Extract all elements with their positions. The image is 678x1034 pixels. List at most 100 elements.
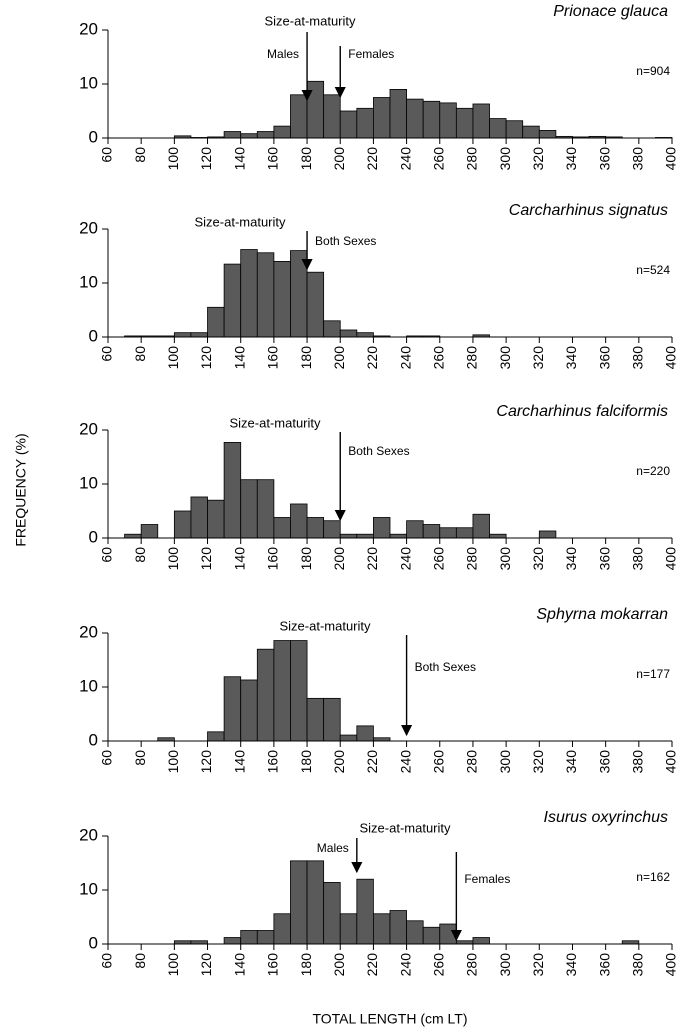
bar (323, 697, 341, 742)
x-tick-label: 120 (198, 547, 214, 571)
panel-title: Sphyrna mokarran (536, 606, 668, 623)
x-tick-label: 340 (563, 147, 579, 171)
x-tick-label: 240 (397, 750, 413, 774)
bar (439, 527, 457, 539)
bar (406, 520, 424, 539)
x-tick-label: 200 (331, 953, 347, 977)
bar (190, 332, 208, 338)
arrow-label: Females (348, 47, 394, 61)
x-tick-label: 300 (497, 547, 513, 571)
panel-title: Carcharhinus falciformis (496, 403, 668, 420)
bar (323, 94, 341, 139)
bar (290, 94, 308, 139)
bar (356, 533, 374, 539)
bar (240, 133, 258, 139)
x-tick-label: 100 (165, 346, 181, 370)
bar (173, 332, 192, 338)
x-tick-label: 280 (464, 547, 480, 571)
y-axis-label: FREQUENCY (%) (13, 433, 29, 546)
arrow-label: Females (464, 872, 510, 886)
bar (273, 913, 291, 945)
x-tick-label: 340 (563, 547, 579, 571)
x-tick-label: 320 (530, 750, 546, 774)
bar (273, 125, 291, 139)
y-tick-label: 20 (79, 622, 98, 641)
x-axis-label: TOTAL LENGTH (cm LT) (312, 1011, 467, 1027)
bar (439, 923, 457, 945)
x-tick-label: 380 (630, 147, 646, 171)
x-tick-label: 80 (132, 147, 148, 163)
x-tick-label: 160 (265, 147, 281, 171)
x-tick-label: 80 (132, 346, 148, 362)
x-tick-label: 400 (663, 750, 678, 774)
n-label: n=220 (636, 464, 670, 478)
n-label: n=177 (636, 667, 670, 681)
x-tick-label: 80 (132, 547, 148, 563)
annotation: Size-at-maturity (279, 618, 371, 633)
bar (455, 527, 474, 539)
x-tick-label: 100 (165, 750, 181, 774)
bar (240, 479, 258, 539)
bar (290, 860, 308, 945)
x-tick-label: 320 (530, 953, 546, 977)
x-tick-label: 80 (132, 750, 148, 766)
x-tick-label: 320 (530, 147, 546, 171)
annotation: Size-at-maturity (359, 820, 451, 835)
x-tick-label: 400 (663, 147, 678, 171)
x-tick-label: 160 (265, 750, 281, 774)
bar (256, 479, 275, 539)
bar (223, 131, 242, 139)
bar (273, 260, 291, 338)
x-tick-label: 60 (99, 547, 115, 563)
annotation: Size-at-maturity (264, 13, 356, 28)
bar (339, 110, 358, 139)
bar (339, 913, 358, 945)
x-tick-label: 140 (231, 750, 247, 774)
bar (489, 118, 507, 139)
bar (256, 930, 275, 945)
x-tick-label: 340 (563, 953, 579, 977)
x-tick-label: 60 (99, 147, 115, 163)
x-tick-label: 320 (530, 346, 546, 370)
bar (389, 910, 407, 945)
bar (223, 937, 242, 945)
x-tick-label: 160 (265, 346, 281, 370)
x-tick-label: 240 (397, 147, 413, 171)
bar (389, 89, 407, 139)
bar (422, 524, 441, 539)
bar (339, 329, 358, 338)
x-tick-label: 220 (364, 750, 380, 774)
x-tick-label: 220 (364, 147, 380, 171)
annotation: Size-at-maturity (229, 415, 321, 430)
x-tick-label: 360 (596, 147, 612, 171)
x-tick-label: 140 (231, 953, 247, 977)
y-tick-label: 10 (79, 676, 98, 695)
arrow-label: Males (317, 841, 349, 855)
x-tick-label: 260 (430, 547, 446, 571)
y-tick-label: 20 (79, 419, 98, 438)
bar (207, 306, 225, 338)
y-tick-label: 10 (79, 473, 98, 492)
x-tick-label: 60 (99, 953, 115, 969)
bar (522, 125, 540, 139)
x-tick-label: 140 (231, 147, 247, 171)
y-tick-label: 20 (79, 19, 98, 38)
bar (538, 130, 557, 139)
x-tick-label: 400 (663, 346, 678, 370)
bar (290, 250, 308, 338)
x-tick-label: 360 (596, 750, 612, 774)
x-tick-label: 240 (397, 547, 413, 571)
bar (140, 524, 159, 539)
x-tick-label: 360 (596, 346, 612, 370)
x-tick-label: 380 (630, 953, 646, 977)
bar (223, 442, 242, 539)
bar (422, 926, 441, 945)
bar (240, 930, 258, 945)
x-tick-label: 300 (497, 953, 513, 977)
bar (124, 533, 142, 539)
x-tick-label: 180 (298, 547, 314, 571)
x-tick-label: 220 (364, 346, 380, 370)
x-tick-label: 320 (530, 547, 546, 571)
bar (173, 510, 192, 539)
